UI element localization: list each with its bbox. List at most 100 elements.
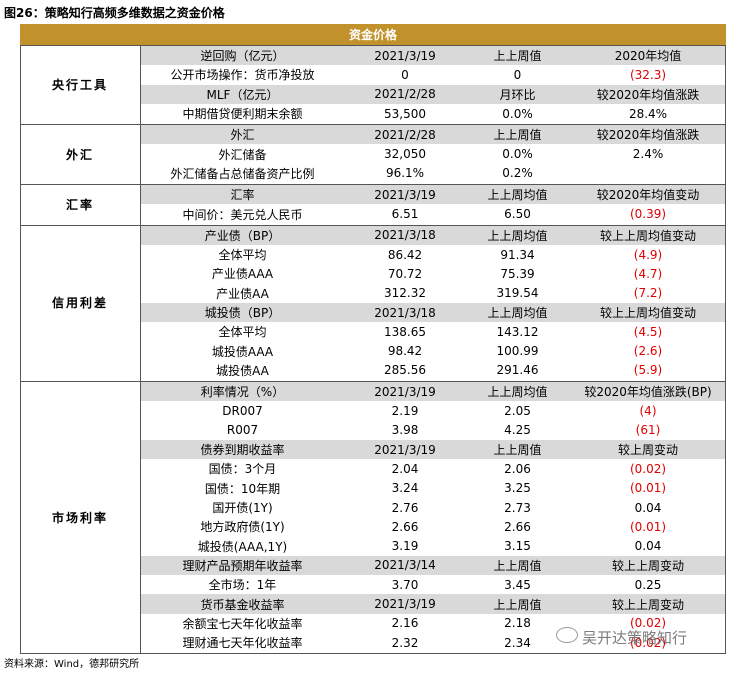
data-cell: 3.25 [504,481,531,496]
data-cell: 城投债AA [216,363,269,378]
header-cell: 城投债（BP） [204,306,281,321]
data-cell: 0.0% [502,147,533,162]
data-cell: 地方政府债(1Y) [200,520,285,535]
data-cell: 32,050 [384,147,426,162]
data-cell: 余额宝七天年化收益率 [182,616,303,631]
data-cell: (4.9) [633,247,663,262]
header-cell: 上上周值 [493,597,542,612]
data-cell: 91.34 [500,247,535,262]
header-row-bg [140,382,726,402]
data-cell: (0.01) [629,481,667,496]
group-label: 央行工具 [51,78,108,93]
header-cell: 2021/3/18 [374,305,436,320]
data-cell: (4) [639,404,657,419]
data-cell: 2.34 [504,635,531,650]
data-cell: 2.06 [504,461,531,476]
outer-right [725,45,726,655]
data-cell: 2.4% [632,147,664,162]
header-cell: 上上周均值 [487,188,548,203]
watermark: 吴开达策略知行 [582,629,688,647]
section-border [20,184,726,186]
data-cell: (7.2) [633,286,663,301]
data-cell: 2.32 [391,635,419,650]
section-border [20,381,726,383]
data-cell: (61) [635,423,661,438]
data-cell: 2.73 [504,500,531,515]
data-cell: 53,500 [384,106,426,121]
header-row-bg [140,555,726,576]
data-cell: R007 [226,423,259,438]
header-cell: 2021/3/19 [374,187,436,202]
data-cell: 3.24 [391,481,419,496]
data-cell: 产业债AAA [211,267,274,282]
header-row-bg [140,440,726,460]
data-cell: 外汇储备占总储备资产比例 [170,166,315,181]
data-cell: 143.12 [496,324,539,339]
header-cell: 较上上周变动 [611,558,684,573]
data-cell: 0 [513,67,522,82]
data-cell: 国开债(1Y) [212,501,273,516]
header-cell: 较上周变动 [617,443,678,458]
group-label: 信用利差 [51,296,108,311]
data-cell: 0.25 [634,577,662,592]
header-cell: 外汇 [230,128,255,143]
data-cell: 98.42 [387,344,423,359]
data-cell: 2.05 [504,404,531,419]
data-cell: 86.42 [387,247,423,262]
data-cell: 中间价：美元兑人民币 [182,207,303,222]
wechat-icon [556,627,578,643]
header-cell: 上上周均值 [487,228,548,243]
data-cell: 理财通七天年化收益率 [182,636,303,651]
header-cell: 较上上周均值变动 [599,228,696,243]
header-cell: 货币基金收益率 [200,597,285,612]
group-label: 汇率 [65,197,94,212]
header-cell: 2021/3/19 [374,384,436,399]
header-cell: 上上周值 [493,49,542,64]
header-row-bg [140,225,726,245]
data-cell: (5.9) [633,363,663,378]
header-cell: 2021/3/14 [374,558,436,573]
header-row-bg [140,594,726,614]
data-cell: (0.02) [629,461,667,476]
data-cell: 国债：3个月 [208,462,277,477]
data-cell: 70.72 [387,266,423,281]
data-cell: 公开市场操作：货币净投放 [170,68,315,83]
data-cell: 291.46 [496,363,539,378]
data-cell: 全市场：1年 [208,578,277,593]
header-cell: 2021/3/18 [374,228,436,243]
data-cell: (4.5) [633,324,663,339]
header-cell: 2020年均值 [614,49,682,64]
header-cell: 较2020年均值变动 [596,188,700,203]
data-cell: (32.3) [629,67,667,82]
data-cell: 0.04 [634,539,662,554]
section-border [20,45,726,46]
header-cell: MLF（亿元） [206,87,279,102]
data-cell: 城投债(AAA,1Y) [197,539,288,554]
data-cell: 4.25 [504,423,531,438]
section-border [20,124,726,126]
data-cell: 2.66 [504,519,531,534]
header-cell: 较上上周变动 [611,597,684,612]
figure-title: 图26：策略知行高频多维数据之资金价格 [4,6,225,20]
data-cell: 2.19 [391,404,419,419]
group-divider [140,45,141,655]
data-cell: 0.2% [502,166,533,181]
data-cell: (4.7) [633,266,663,281]
data-cell: 国债：10年期 [204,481,281,496]
data-cell: (0.02) [629,635,667,650]
data-cell: 0 [401,67,409,82]
section-border [20,653,726,655]
data-cell: 100.99 [496,344,539,359]
data-cell: 全体平均 [218,248,267,263]
header-cell: 逆回购（亿元） [200,49,285,64]
header-cell: 较2020年均值涨跌 [596,128,700,143]
data-cell: 75.39 [500,266,535,281]
data-cell: 2.04 [391,461,419,476]
group-label: 外汇 [65,147,94,162]
data-cell: 0.04 [634,500,662,515]
table: 央行工具 逆回购（亿元） 2021/3/19 上上周值 2020年均值公开市场操作：货币… [20,45,726,655]
outer-left [20,45,21,655]
section-border [20,224,726,226]
data-cell: (0.02) [629,616,667,631]
banner: 资金价格 [20,24,726,45]
